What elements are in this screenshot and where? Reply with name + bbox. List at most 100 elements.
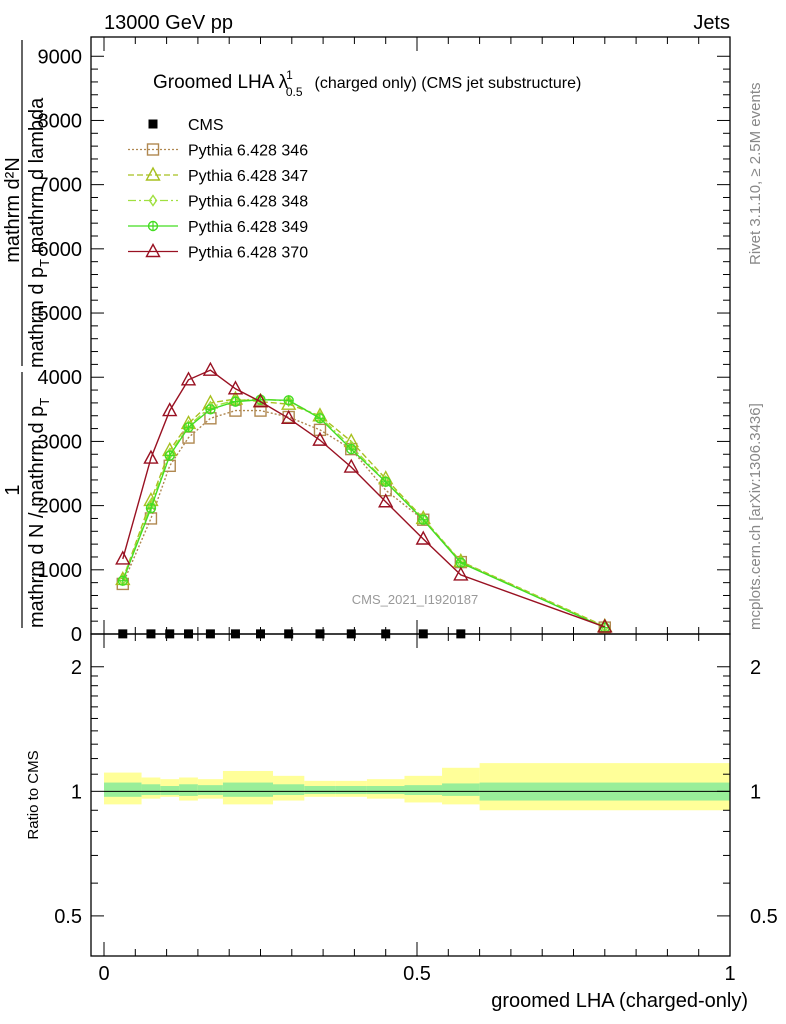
- data-point: [227, 380, 244, 395]
- y-tick-label: 9000: [38, 46, 83, 68]
- y-label-frac1-numerator: 1: [2, 484, 24, 495]
- ratio-y-tick-label: 2: [71, 657, 82, 679]
- x-axis-label: groomed LHA (charged-only): [491, 990, 748, 1012]
- mcplots-reference-label: mcplots.cern.ch [arXiv:1306.3436]: [747, 403, 764, 630]
- y-tick-label: 7000: [38, 175, 83, 197]
- data-point: [284, 394, 294, 408]
- y-tick-label: 5000: [38, 303, 83, 325]
- data-point: [162, 402, 178, 417]
- series-layer: [115, 361, 613, 639]
- legend-item: Pythia 6.428 349: [128, 219, 308, 236]
- legend-item: Pythia 6.428 347: [128, 166, 308, 185]
- data-point: [597, 618, 613, 633]
- ratio-y-tick-label: 1: [71, 781, 82, 803]
- data-point: [117, 575, 128, 586]
- data-point: [280, 409, 297, 425]
- data-point: [180, 371, 197, 386]
- y-tick-label: 0: [71, 624, 82, 646]
- legend-label: Pythia 6.428 347: [188, 168, 308, 185]
- legend-item: Pythia 6.428 370: [128, 243, 308, 262]
- data-point: [205, 404, 216, 415]
- data-point: [148, 119, 158, 129]
- rivet-version-label: Rivet 3.1.10, ≥ 2.5M events: [747, 83, 764, 266]
- legend-label: Pythia 6.428 370: [188, 245, 308, 262]
- y-label-frac1-denominator: mathrm d N / mathrm d pT: [26, 398, 52, 628]
- header-process-label: 13000 GeV pp: [104, 12, 233, 34]
- legend-item: CMS: [148, 117, 224, 134]
- data-point: [415, 530, 431, 545]
- data-point: [345, 442, 358, 456]
- data-point: [115, 550, 131, 565]
- data-point: [147, 220, 159, 232]
- stat-band: [179, 784, 198, 796]
- stat-band: [104, 782, 142, 797]
- y-tick-label: 8000: [38, 110, 83, 132]
- ratio-y-axis-label: Ratio to CMS: [25, 750, 42, 839]
- data-point: [146, 143, 160, 156]
- data-point: [145, 243, 161, 258]
- stat-band: [404, 785, 443, 795]
- data-point: [453, 566, 469, 581]
- data-point: [202, 361, 219, 376]
- x-tick-label: 0: [98, 963, 109, 985]
- ratio-y-tick-label-right: 2: [750, 657, 761, 679]
- legend-label: Pythia 6.428 346: [188, 143, 308, 160]
- data-point: [343, 458, 359, 473]
- data-point: [313, 423, 327, 437]
- ratio-y-tick-label-right: 1: [750, 781, 761, 803]
- stat-band: [197, 785, 223, 795]
- legend-label: CMS: [188, 117, 224, 134]
- y-tick-label: 6000: [38, 239, 83, 261]
- main-x-axis: [103, 37, 731, 634]
- series-line: [122, 398, 606, 629]
- data-point: [230, 396, 241, 407]
- y-tick-label: 3000: [38, 431, 83, 453]
- ratio-uncertainty-bands: [104, 763, 730, 811]
- chart-title: Groomed LHA λ1 0.5 (charged only) (CMS jet…: [153, 68, 581, 99]
- series-line: [122, 398, 606, 627]
- analysis-watermark: CMS_2021_I1920187: [352, 592, 479, 607]
- ratio-y-tick-label: 0.5: [54, 906, 82, 928]
- series-line: [122, 409, 606, 629]
- y-tick-label: 4000: [38, 367, 83, 389]
- data-point: [312, 431, 328, 446]
- stat-band: [160, 786, 180, 795]
- stat-band: [366, 786, 405, 795]
- data-point: [148, 194, 158, 207]
- data-point: [314, 413, 326, 424]
- stat-band: [442, 783, 480, 796]
- data-point: [145, 166, 161, 181]
- legend-item: Pythia 6.428 348: [128, 194, 308, 211]
- data-point: [164, 450, 175, 461]
- data-point: [380, 476, 391, 488]
- x-tick-label: 1: [724, 963, 735, 985]
- data-point: [283, 395, 294, 406]
- ratio-plot-frame: [90, 633, 731, 957]
- series-line: [122, 369, 606, 628]
- ratio-y-tick-label-right: 0.5: [750, 906, 778, 928]
- legend-label: Pythia 6.428 348: [188, 194, 308, 211]
- main-y-axis-label: 1 mathrm d N / mathrm d pT mathrm d²N ma…: [2, 40, 52, 628]
- ratio-x-axis: 0 0.5 1: [98, 634, 736, 985]
- ratio-y-axis: 0.5 0.5 1 1 2 2: [54, 657, 778, 928]
- stat-band: [141, 784, 161, 795]
- data-point: [455, 557, 467, 568]
- series-pythia-6-428-370: [115, 361, 613, 633]
- header-category-label: Jets: [693, 12, 730, 34]
- data-point: [378, 493, 394, 508]
- data-point: [183, 422, 194, 433]
- data-point: [143, 449, 159, 464]
- y-label-frac2-denominator: mathrm d pT mathrm d lambda: [26, 97, 52, 368]
- main-y-axis: 0 1000 2000 3000 4000 5000 6000 7000 8000 9000: [38, 46, 730, 646]
- stat-band: [222, 782, 274, 797]
- data-point: [418, 514, 429, 525]
- legend-label: Pythia 6.428 349: [188, 219, 308, 236]
- data-point: [346, 443, 357, 455]
- legend-item: Pythia 6.428 346: [128, 143, 308, 160]
- y-label-frac2-numerator: mathrm d²N: [2, 157, 24, 263]
- data-point: [252, 393, 269, 408]
- y-tick-label: 2000: [38, 496, 83, 518]
- stat-band: [273, 784, 305, 795]
- data-point: [145, 502, 157, 514]
